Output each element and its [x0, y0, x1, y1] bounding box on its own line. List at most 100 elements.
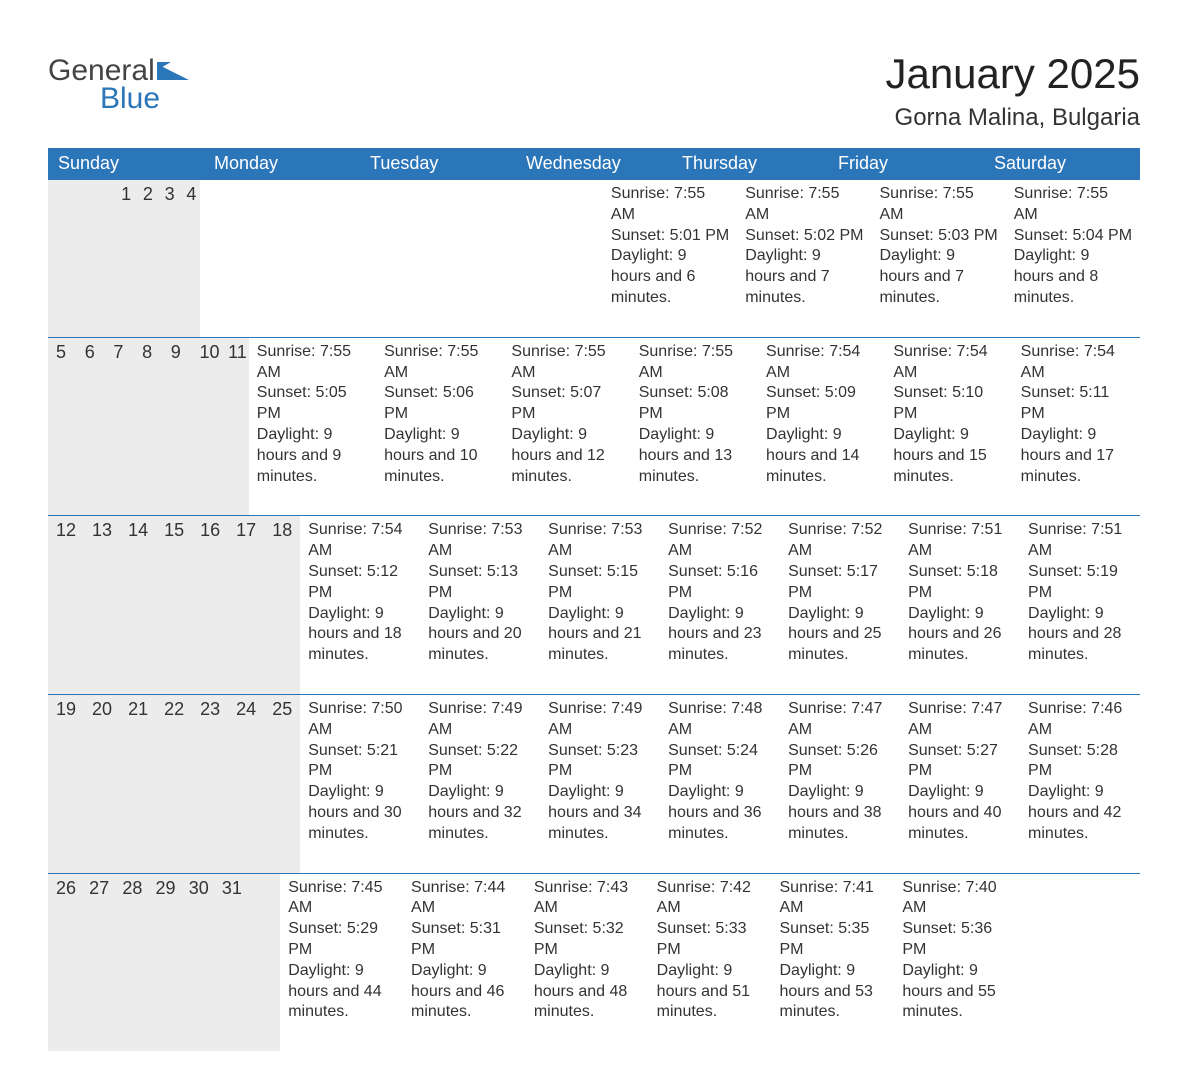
daylight-text: Daylight: 9 hours and 8 minutes. — [1014, 246, 1132, 308]
day-number-cell: 1 — [113, 180, 135, 337]
sunrise-text: Sunrise: 7:42 AM — [657, 878, 764, 920]
calendar-week: 19202122232425Sunrise: 7:50 AMSunset: 5:… — [48, 694, 1140, 873]
day-number-cell — [91, 180, 113, 337]
calendar: Sunday Monday Tuesday Wednesday Thursday… — [48, 148, 1140, 1051]
day-number-cell: 11 — [220, 338, 249, 516]
day-body-cell: Sunrise: 7:49 AMSunset: 5:23 PMDaylight:… — [540, 695, 660, 873]
daylight-text: Daylight: 9 hours and 14 minutes. — [766, 425, 877, 487]
day-body-cell: Sunrise: 7:41 AMSunset: 5:35 PMDaylight:… — [772, 874, 895, 1052]
day-number-cell: 21 — [120, 695, 156, 873]
calendar-week: 12131415161718Sunrise: 7:54 AMSunset: 5:… — [48, 515, 1140, 694]
day-body-cell: Sunrise: 7:46 AMSunset: 5:28 PMDaylight:… — [1020, 695, 1140, 873]
sunset-text: Sunset: 5:35 PM — [780, 919, 887, 961]
weekday-header: Tuesday — [360, 148, 516, 180]
day-number-cell: 27 — [81, 874, 114, 1052]
sunrise-text: Sunrise: 7:47 AM — [788, 699, 892, 741]
day-body-cell: Sunrise: 7:54 AMSunset: 5:11 PMDaylight:… — [1013, 338, 1140, 516]
day-number-cell: 25 — [264, 695, 300, 873]
sunset-text: Sunset: 5:23 PM — [548, 741, 652, 783]
sunrise-text: Sunrise: 7:48 AM — [668, 699, 772, 741]
sunset-text: Sunset: 5:06 PM — [384, 383, 495, 425]
daylight-text: Daylight: 9 hours and 25 minutes. — [788, 604, 892, 666]
day-number-row: 12131415161718 — [48, 516, 300, 694]
day-body-cell: Sunrise: 7:43 AMSunset: 5:32 PMDaylight:… — [526, 874, 649, 1052]
logo-word-blue: Blue — [48, 84, 189, 114]
day-number-cell: 10 — [191, 338, 220, 516]
sunset-text: Sunset: 5:12 PM — [308, 562, 412, 604]
day-body-cell: Sunrise: 7:50 AMSunset: 5:21 PMDaylight:… — [300, 695, 420, 873]
weekday-header: Saturday — [984, 148, 1140, 180]
weekday-header: Sunday — [48, 148, 204, 180]
day-body-cell — [334, 180, 468, 337]
daylight-text: Daylight: 9 hours and 46 minutes. — [411, 961, 518, 1023]
day-body-cell: Sunrise: 7:51 AMSunset: 5:19 PMDaylight:… — [1020, 516, 1140, 694]
day-number-cell: 28 — [114, 874, 147, 1052]
sunset-text: Sunset: 5:04 PM — [1014, 226, 1132, 247]
sunset-text: Sunset: 5:17 PM — [788, 562, 892, 604]
daylight-text: Daylight: 9 hours and 42 minutes. — [1028, 782, 1132, 844]
day-body-cell: Sunrise: 7:42 AMSunset: 5:33 PMDaylight:… — [649, 874, 772, 1052]
daylight-text: Daylight: 9 hours and 55 minutes. — [902, 961, 1009, 1023]
sunrise-text: Sunrise: 7:40 AM — [902, 878, 1009, 920]
calendar-week: 262728293031Sunrise: 7:45 AMSunset: 5:29… — [48, 873, 1140, 1052]
sunrise-text: Sunrise: 7:54 AM — [308, 520, 412, 562]
day-number-row: 567891011 — [48, 338, 249, 516]
sunrise-text: Sunrise: 7:55 AM — [639, 342, 750, 384]
day-body-row: Sunrise: 7:55 AM Sunset: 5:05 PM Daylight:… — [249, 338, 1140, 516]
sunrise-text: Sunrise: 7:55 AM — [384, 342, 495, 384]
calendar-week: 567891011 Sunrise: 7:55 AM Sunset: 5:05 PM… — [48, 337, 1140, 516]
day-body-cell: Sunrise: 7:55 AMSunset: 5:08 PMDaylight:… — [631, 338, 758, 516]
sunset-text: Sunset: 5:26 PM — [788, 741, 892, 783]
day-body-cell: Sunrise: 7:55 AMSunset: 5:05 PMDaylight:… — [249, 338, 376, 516]
daylight-text: Daylight: 9 hours and 23 minutes. — [668, 604, 772, 666]
sunrise-text: Sunrise: 7:51 AM — [1028, 520, 1132, 562]
sunset-text: Sunset: 5:10 PM — [893, 383, 1004, 425]
sunrise-text: Sunrise: 7:51 AM — [908, 520, 1012, 562]
daylight-text: Daylight: 9 hours and 44 minutes. — [288, 961, 395, 1023]
day-number-cell: 14 — [120, 516, 156, 694]
sunset-text: Sunset: 5:28 PM — [1028, 741, 1132, 783]
day-number-cell: 9 — [163, 338, 192, 516]
day-body-cell: Sunrise: 7:53 AMSunset: 5:13 PMDaylight:… — [420, 516, 540, 694]
day-body-cell — [1017, 874, 1140, 1052]
daylight-text: Daylight: 9 hours and 20 minutes. — [428, 604, 532, 666]
day-number-cell: 6 — [77, 338, 106, 516]
logo-text: General Blue — [48, 56, 189, 114]
day-body-cell: Sunrise: 7:45 AMSunset: 5:29 PMDaylight:… — [280, 874, 403, 1052]
day-number-cell: 18 — [264, 516, 300, 694]
logo: General Blue — [48, 50, 189, 114]
daylight-text: Daylight: 9 hours and 21 minutes. — [548, 604, 652, 666]
daylight-text: Daylight: 9 hours and 18 minutes. — [308, 604, 412, 666]
day-body-cell: Sunrise: 7:51 AMSunset: 5:18 PMDaylight:… — [900, 516, 1020, 694]
sunset-text: Sunset: 5:33 PM — [657, 919, 764, 961]
day-body-cell: Sunrise: 7:54 AMSunset: 5:09 PMDaylight:… — [758, 338, 885, 516]
sunset-text: Sunset: 5:01 PM — [611, 226, 729, 247]
sunset-text: Sunset: 5:02 PM — [745, 226, 863, 247]
day-number-cell: 12 — [48, 516, 84, 694]
daylight-text: Daylight: 9 hours and 26 minutes. — [908, 604, 1012, 666]
daylight-text: Daylight: 9 hours and 13 minutes. — [639, 425, 750, 487]
sunset-text: Sunset: 5:07 PM — [511, 383, 622, 425]
day-body-cell: Sunrise: 7:52 AMSunset: 5:16 PMDaylight:… — [660, 516, 780, 694]
day-body-cell: Sunrise: 7:52 AMSunset: 5:17 PMDaylight:… — [780, 516, 900, 694]
day-body-cell — [469, 180, 603, 337]
day-number-cell: 20 — [84, 695, 120, 873]
sunrise-text: Sunrise: 7:54 AM — [893, 342, 1004, 384]
sunrise-text: Sunrise: 7:55 AM — [611, 184, 729, 226]
weekday-header: Thursday — [672, 148, 828, 180]
sunset-text: Sunset: 5:05 PM — [257, 383, 368, 425]
day-body-cell: Sunrise: 7:54 AMSunset: 5:10 PMDaylight:… — [885, 338, 1012, 516]
day-body-cell: Sunrise: 7:48 AMSunset: 5:24 PMDaylight:… — [660, 695, 780, 873]
day-number-cell: 17 — [228, 516, 264, 694]
day-body-cell: Sunrise: 7:55 AMSunset: 5:01 PMDaylight:… — [603, 180, 737, 337]
day-number-cell: 29 — [148, 874, 181, 1052]
page-container: General Blue January 2025 Gorna Malina, … — [0, 0, 1188, 1091]
sunrise-text: Sunrise: 7:55 AM — [511, 342, 622, 384]
weeks-container: 1234Sunrise: 7:55 AMSunset: 5:01 PMDayli… — [48, 180, 1140, 1051]
day-body-cell: Sunrise: 7:53 AMSunset: 5:15 PMDaylight:… — [540, 516, 660, 694]
sunset-text: Sunset: 5:18 PM — [908, 562, 1012, 604]
daylight-text: Daylight: 9 hours and 30 minutes. — [308, 782, 412, 844]
sunrise-text: Sunrise: 7:54 AM — [1021, 342, 1132, 384]
daylight-text: Daylight: 9 hours and 15 minutes. — [893, 425, 1004, 487]
sunset-text: Sunset: 5:13 PM — [428, 562, 532, 604]
